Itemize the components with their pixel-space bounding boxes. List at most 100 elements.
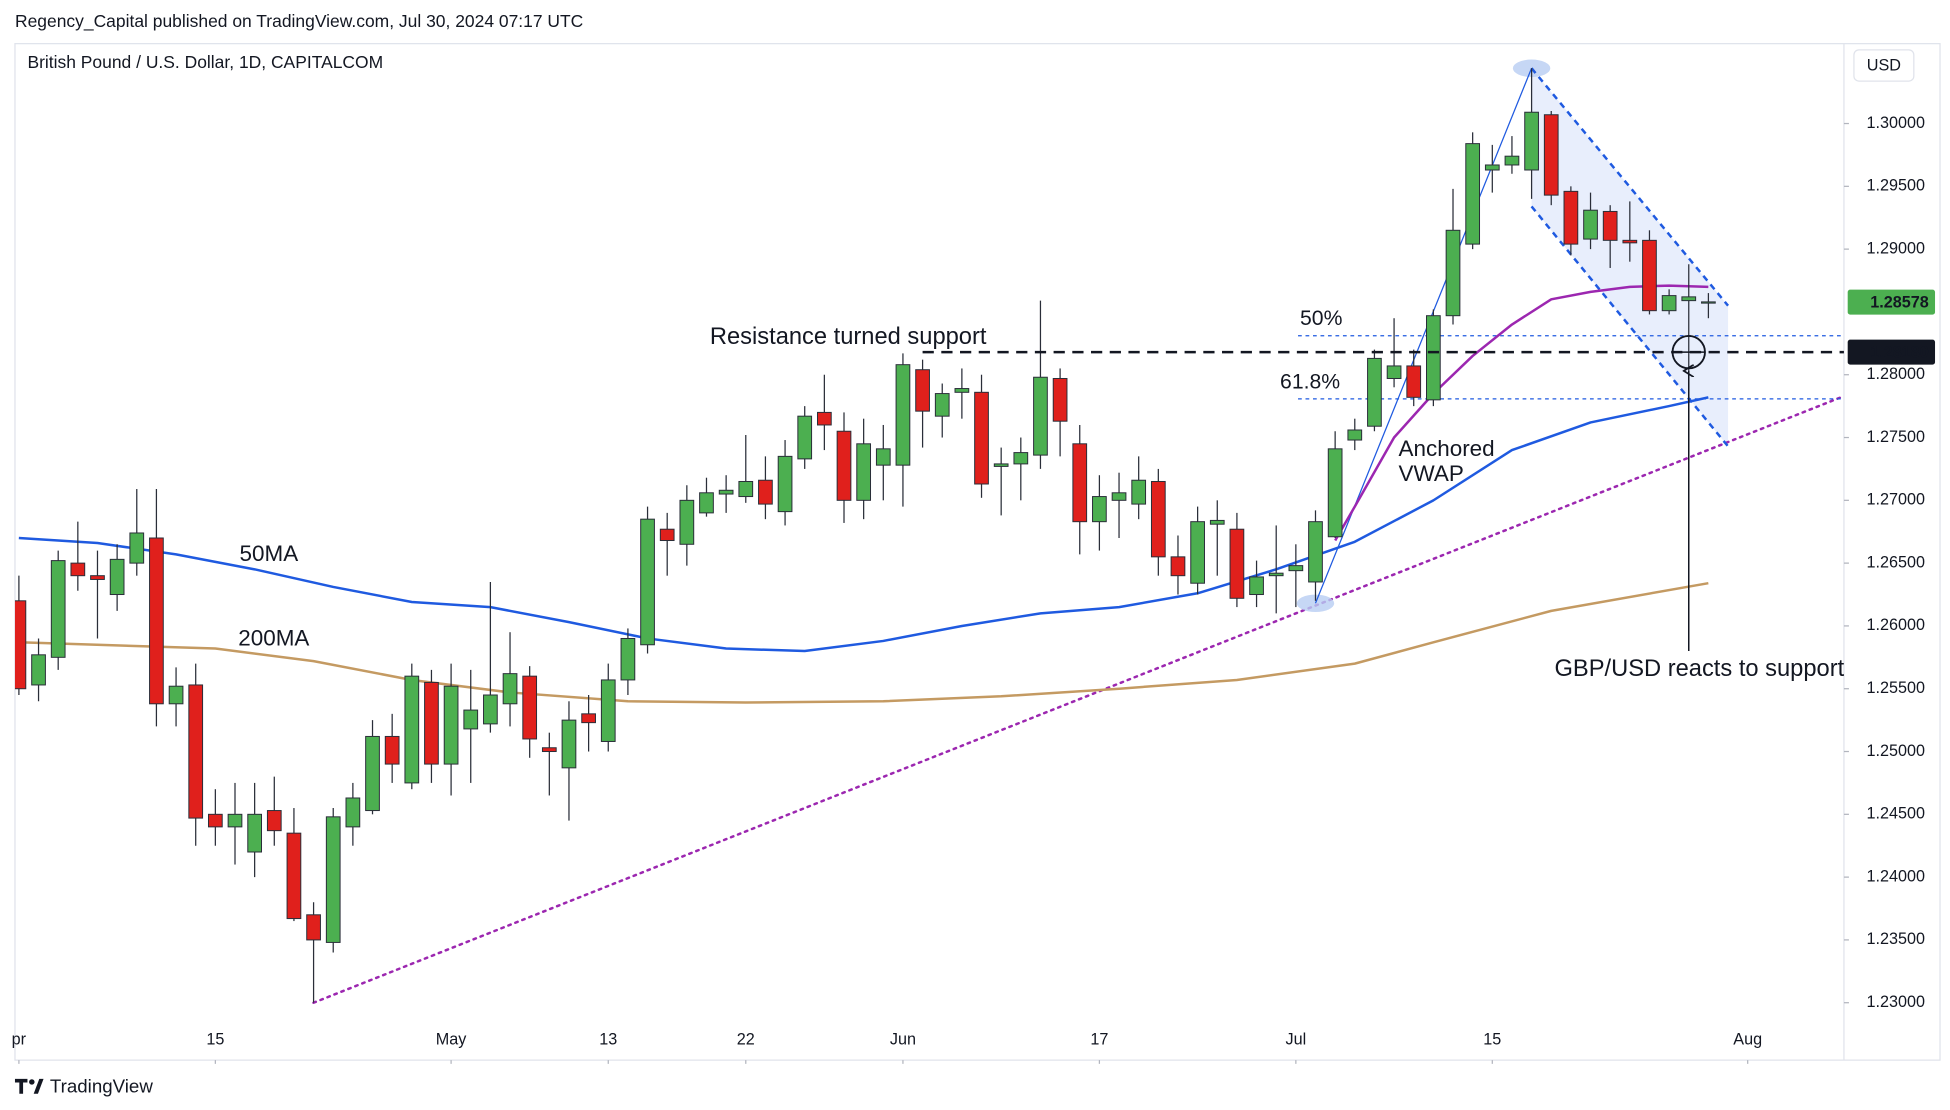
candle-body [483, 694, 498, 725]
candle-body [600, 679, 616, 742]
candle-body [1543, 114, 1559, 196]
candle-body [699, 492, 714, 514]
candle-body [1426, 315, 1441, 401]
candle-body [836, 430, 852, 501]
y-tick-label: 1.30000 [1866, 114, 1925, 132]
candle-body [1701, 301, 1716, 304]
y-tick-label: 1.28000 [1866, 365, 1925, 383]
y-tick-label: 1.27000 [1866, 491, 1925, 509]
candle-body [306, 914, 321, 941]
y-tick-label: 1.29000 [1866, 239, 1925, 257]
candle-body [522, 675, 538, 740]
candle-body [1033, 376, 1048, 456]
candle-body [1563, 190, 1579, 245]
y-tick-label: 1.23000 [1866, 993, 1925, 1011]
candle-body [797, 415, 813, 460]
y-tick-label: 1.24500 [1866, 805, 1925, 823]
candle-body [659, 528, 675, 542]
candle-body [777, 455, 793, 513]
currency-box[interactable] [1853, 49, 1915, 82]
tradingview-logo [14, 1078, 44, 1094]
y-tick-label: 1.25000 [1866, 742, 1925, 760]
candle-body [227, 813, 243, 828]
candle-body [1209, 519, 1225, 525]
candle-body [463, 709, 479, 730]
candle-body [1661, 295, 1677, 312]
x-tick-label: Jun [890, 1030, 916, 1048]
annotation: Resistance turned support [710, 324, 987, 350]
candle-body [1642, 239, 1657, 312]
candle-body [875, 448, 891, 466]
candle-body [1013, 452, 1029, 465]
candle-body [149, 537, 164, 705]
candle-body [1484, 164, 1500, 171]
indicator-line [18, 396, 1709, 653]
candle-body [738, 480, 754, 498]
candle-body [1445, 229, 1461, 317]
y-tick-label: 1.29500 [1866, 177, 1925, 195]
indicator-label: 200MA [238, 626, 309, 651]
candle-body [561, 719, 577, 769]
x-tick-label: Aug [1733, 1030, 1762, 1048]
x-tick-label: pr [12, 1030, 27, 1048]
candle-body [1602, 210, 1618, 241]
candle-body [404, 675, 420, 784]
candle-body [1681, 296, 1697, 302]
candle-body [1052, 377, 1068, 422]
chart-frame [14, 43, 1941, 1061]
candle-body [424, 681, 439, 765]
candle-body [1465, 143, 1481, 245]
price-tag [1847, 339, 1936, 365]
candle-body [90, 575, 105, 580]
candle-body [1170, 556, 1186, 577]
candle-body [1524, 111, 1539, 171]
price-tag-label: 1.28578 [1870, 294, 1929, 312]
candle-body [1386, 365, 1402, 379]
candle-body [188, 684, 204, 819]
candle-body [1190, 521, 1205, 584]
x-tick-label: Jul [1285, 1030, 1306, 1048]
candle-body [954, 388, 970, 393]
candle-body [345, 797, 361, 828]
annotation: GBP/USD reacts to support [1555, 656, 1845, 682]
currency[interactable]: USD [1867, 56, 1901, 74]
candle-body [247, 813, 263, 853]
y-tick-label: 1.26000 [1866, 616, 1925, 634]
y-tick-label: 1.26500 [1866, 553, 1925, 571]
candle-body [1288, 565, 1304, 572]
candle-body [1249, 576, 1264, 596]
candle-body [1347, 429, 1363, 441]
indicator-line [18, 581, 1709, 704]
candle-body [266, 810, 282, 832]
candle-body [168, 685, 184, 705]
price-tag [1847, 289, 1936, 315]
plot-area: 50% 61.8% 50MA 200MA Anchored VWAP Resistance … [14, 59, 1845, 1004]
candle-body [581, 713, 596, 724]
candle-body [1268, 572, 1284, 577]
x-tick-label: 22 [737, 1030, 755, 1048]
y-tick-label: 1.23500 [1866, 930, 1925, 948]
indicator-label: 50MA [240, 541, 299, 566]
x-tick-label: 17 [1090, 1030, 1108, 1048]
footer-brand: TradingView [50, 1075, 153, 1096]
candle-body [109, 558, 125, 596]
candle-body [1308, 521, 1323, 583]
candle-body [1131, 479, 1147, 505]
candle-body [502, 673, 518, 705]
candle-body [325, 816, 341, 943]
x-tick-label: May [436, 1030, 468, 1048]
candle-body [70, 562, 86, 577]
candle-body [718, 489, 734, 495]
fib-label: 61.8% [1280, 370, 1340, 393]
candle-body [974, 391, 989, 485]
candle-body [620, 637, 636, 681]
candle-body [1111, 492, 1127, 501]
candle-body [443, 685, 459, 765]
candle-body [758, 479, 773, 505]
candle-body [14, 600, 27, 690]
candle-body [1583, 209, 1598, 240]
candle-body [1367, 357, 1382, 427]
candle-body [50, 560, 66, 658]
